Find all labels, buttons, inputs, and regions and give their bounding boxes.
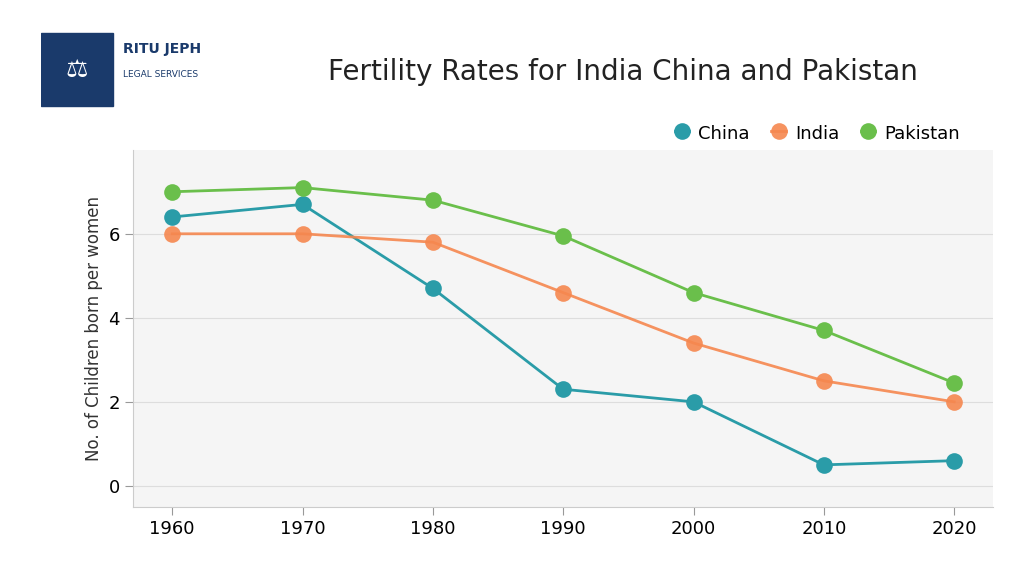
India — [818, 377, 830, 384]
Pakistan — [687, 289, 699, 296]
China — [166, 214, 178, 221]
Pakistan — [557, 233, 569, 240]
Pakistan — [166, 188, 178, 195]
India — [948, 399, 961, 406]
Text: RITU JEPH: RITU JEPH — [123, 42, 201, 56]
India — [557, 289, 569, 296]
China — [687, 399, 699, 406]
Pakistan — [818, 327, 830, 334]
Text: ⚖: ⚖ — [66, 58, 88, 82]
India — [166, 230, 178, 237]
Pakistan — [427, 197, 439, 204]
India — [687, 340, 699, 347]
Text: LEGAL SERVICES: LEGAL SERVICES — [123, 70, 198, 79]
China — [557, 386, 569, 393]
India — [296, 230, 308, 237]
Pakistan — [296, 184, 308, 191]
India — [427, 238, 439, 245]
China — [818, 461, 830, 468]
China — [296, 201, 308, 208]
Legend: China, India, Pakistan: China, India, Pakistan — [668, 116, 967, 150]
Line: India: India — [164, 225, 963, 410]
Pakistan — [948, 380, 961, 386]
China — [948, 457, 961, 464]
Text: Fertility Rates for India China and Pakistan: Fertility Rates for India China and Paki… — [328, 58, 918, 86]
Line: China: China — [164, 196, 963, 473]
Line: Pakistan: Pakistan — [164, 179, 963, 391]
China — [427, 285, 439, 292]
Bar — [41, 33, 113, 106]
Y-axis label: No. of Children born per women: No. of Children born per women — [85, 196, 102, 461]
